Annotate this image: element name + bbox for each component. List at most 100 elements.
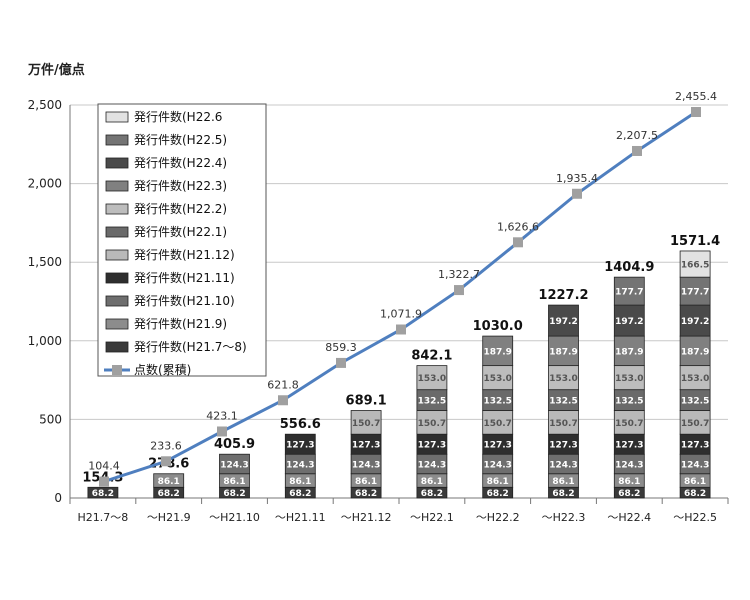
- stacked-bars: 68.2154.368.286.1278.668.286.1124.3405.9…: [82, 234, 720, 499]
- line-point-label: 2,207.5: [616, 129, 658, 142]
- legend-label: 発行件数(H22.6: [134, 109, 222, 124]
- segment-label: 124.3: [418, 460, 446, 470]
- legend-swatch: [105, 318, 129, 330]
- line-point-marker: [572, 188, 582, 199]
- segment-label: 153.0: [418, 374, 446, 384]
- line-point-label: 1,322.7: [438, 268, 480, 281]
- segment-label: 127.3: [286, 441, 314, 451]
- bar-segment: [416, 365, 448, 391]
- legend: 発行件数(H22.6 発行件数(H22.5) 発行件数(H22.4) 発行件数(H22…: [97, 103, 267, 377]
- line-point-label: 1,071.9: [380, 307, 422, 320]
- segment-label: 68.2: [487, 489, 509, 499]
- segment-label: 150.7: [418, 419, 446, 429]
- segment-label: 124.3: [286, 460, 314, 470]
- legend-swatch: [105, 180, 129, 192]
- legend-line-marker: [112, 365, 122, 375]
- legend-label: 発行件数(H22.4): [134, 155, 227, 170]
- segment-label: 124.3: [681, 460, 709, 470]
- segment-label: 153.0: [681, 374, 709, 384]
- segment-label: 132.5: [549, 397, 577, 407]
- bar-total-label: 1571.4: [670, 234, 720, 249]
- y-tick-label: 2,000: [28, 177, 62, 191]
- segment-label: 124.3: [220, 460, 248, 470]
- bar-total-label: 556.6: [280, 417, 321, 432]
- segment-label: 127.3: [352, 441, 380, 451]
- y-tick-label: 2,500: [28, 98, 62, 112]
- segment-label: 68.2: [223, 489, 245, 499]
- segment-label: 150.7: [352, 419, 380, 429]
- bar-segment: [679, 276, 711, 306]
- x-tick-label: ～H22.1: [410, 511, 454, 524]
- line-point-marker: [632, 145, 642, 156]
- legend-swatch: [105, 226, 129, 238]
- segment-label: 86.1: [552, 477, 574, 487]
- legend-label: 発行件数(H22.3): [134, 178, 227, 193]
- bar-segment: [284, 433, 316, 455]
- legend-label: 発行件数(H22.5): [134, 132, 227, 147]
- segment-label: 124.3: [352, 460, 380, 470]
- bar-segment: [613, 365, 645, 391]
- segment-label: 177.7: [615, 288, 643, 298]
- x-tick-label: ～H22.2: [476, 511, 520, 524]
- bar-total-label: 689.1: [346, 394, 387, 409]
- segment-label: 187.9: [549, 347, 577, 357]
- legend-swatch: [105, 341, 129, 353]
- segment-label: 124.3: [483, 460, 511, 470]
- x-tick-label: ～H21.10: [209, 511, 260, 524]
- legend-label: 発行件数(H22.1): [134, 224, 227, 239]
- legend-label: 発行件数(H21.7～8): [134, 339, 247, 354]
- legend-label: 発行件数(H22.2): [134, 201, 227, 216]
- segment-label: 68.2: [355, 489, 377, 499]
- legend-swatch: [105, 203, 129, 215]
- legend-swatch: [105, 157, 129, 169]
- x-tick-label: ～H21.9: [147, 511, 191, 524]
- bar-segment: [613, 304, 645, 337]
- segment-label: 132.5: [615, 397, 643, 407]
- y-tick-label: 0: [54, 491, 62, 505]
- segment-label: 132.5: [418, 397, 446, 407]
- x-tick-label: ～H21.11: [275, 511, 326, 524]
- y-tick-label: 500: [39, 412, 62, 426]
- segment-label: 187.9: [483, 347, 511, 357]
- x-axis: H21.7～8 ～H21.9 ～H21.10 ～H21.11 ～H21.12 ～H22.1…: [69, 498, 729, 524]
- segment-label: 86.1: [487, 477, 509, 487]
- segment-label: 68.2: [92, 489, 114, 499]
- bar-segment: [350, 410, 382, 435]
- x-tick-label: ～H22.4: [607, 511, 651, 524]
- segment-label: 86.1: [289, 477, 311, 487]
- line-point-label: 621.8: [267, 378, 299, 391]
- segment-label: 86.1: [618, 477, 640, 487]
- line-point-marker: [396, 324, 406, 335]
- legend-box: [97, 103, 267, 377]
- segment-label: 177.7: [681, 288, 709, 298]
- line-point-label: 233.6: [150, 439, 182, 452]
- line-point-marker: [161, 456, 171, 467]
- line-point-marker: [454, 285, 464, 296]
- bar-total-label: 842.1: [411, 349, 452, 364]
- segment-label: 127.3: [549, 441, 577, 451]
- line-point-marker: [278, 395, 288, 406]
- bar-segment: [613, 276, 645, 306]
- legend-label: 発行件数(H21.11): [134, 270, 235, 285]
- segment-label: 127.3: [418, 441, 446, 451]
- line-point-label: 423.1: [206, 409, 238, 422]
- bar-total-label: 1030.0: [473, 319, 523, 334]
- legend-swatch: [105, 111, 129, 123]
- segment-label: 68.2: [618, 489, 640, 499]
- legend-swatch: [105, 295, 129, 307]
- segment-label: 153.0: [549, 374, 577, 384]
- bar-segment: [153, 473, 185, 488]
- bar-total-label: 1404.9: [604, 260, 654, 275]
- line-point-marker: [691, 107, 701, 118]
- legend-label: 発行件数(H21.12): [134, 247, 235, 262]
- segment-label: 124.3: [615, 460, 643, 470]
- legend-label: 発行件数(H21.10): [134, 293, 235, 308]
- x-tick-label: ～H22.3: [542, 511, 586, 524]
- segment-label: 197.2: [549, 317, 577, 327]
- segment-label: 150.7: [483, 419, 511, 429]
- legend-label: 発行件数(H21.9): [134, 316, 227, 331]
- segment-label: 68.2: [421, 489, 443, 499]
- y-tick-label: 1,500: [28, 255, 62, 269]
- legend-swatch: [105, 272, 129, 284]
- segment-label: 187.9: [681, 347, 709, 357]
